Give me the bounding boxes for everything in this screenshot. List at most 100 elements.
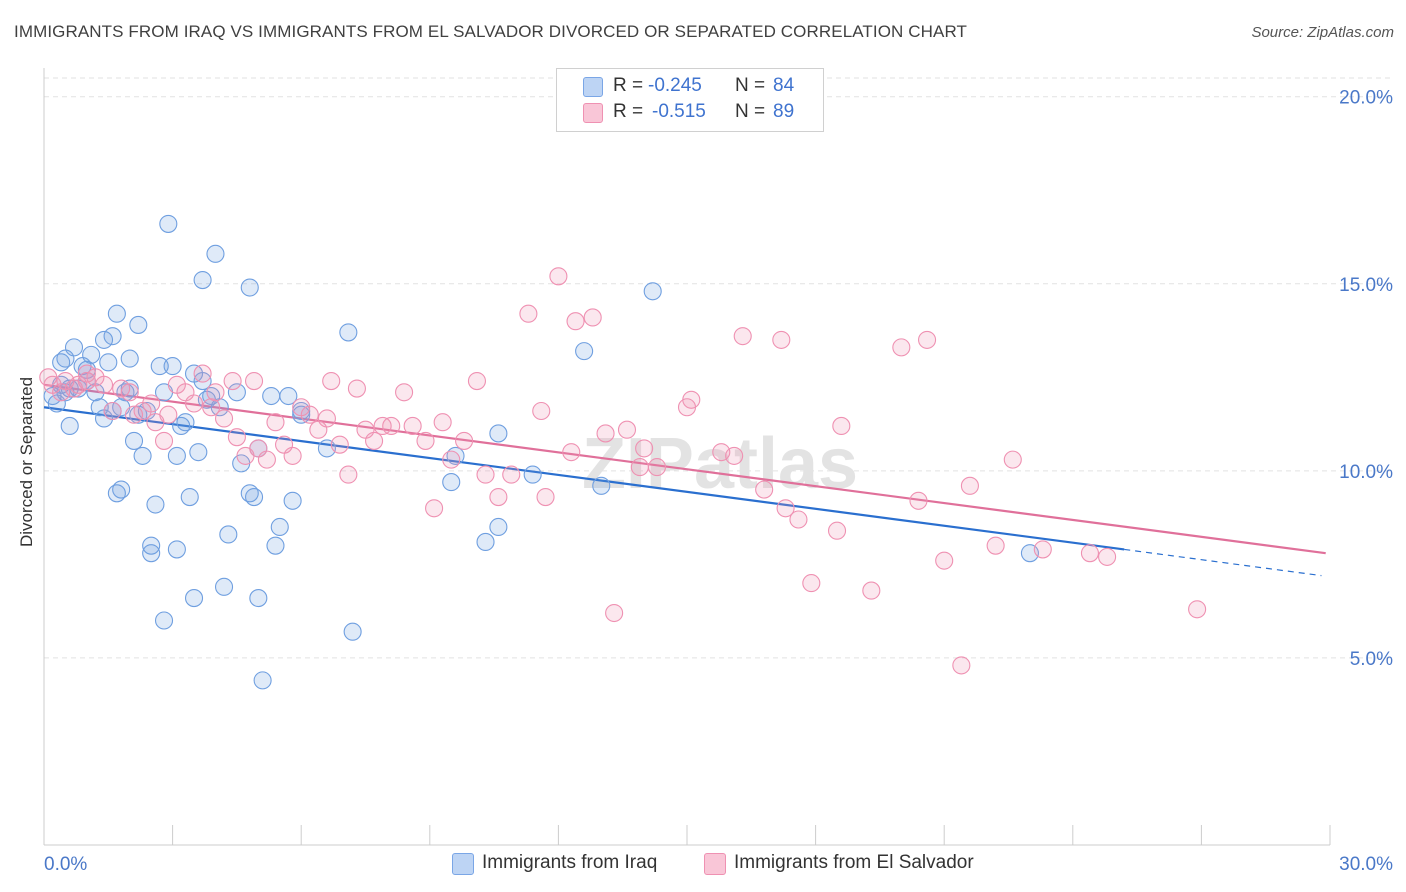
point-iraq [167,540,186,559]
point-iraq [262,386,281,406]
point-salvador [1188,600,1207,619]
data-points [39,214,1207,690]
point-salvador [986,536,1005,555]
point-iraq [103,327,122,346]
point-salvador [94,375,114,394]
point-iraq [339,323,358,342]
point-salvador [317,409,336,428]
point-iraq [489,517,508,537]
point-iraq [129,315,148,334]
point-salvador [395,383,414,402]
point-salvador [416,431,435,450]
point-iraq [107,304,126,323]
point-salvador [425,499,444,518]
point-salvador [909,491,928,510]
point-salvador [647,458,667,477]
legend-swatch-salvador [583,103,603,123]
point-iraq [167,446,186,465]
point-iraq [176,413,195,432]
point-salvador [154,431,174,450]
point-iraq [206,244,225,263]
point-salvador [77,372,96,391]
axes [43,68,1331,846]
point-iraq [159,214,178,233]
point-iraq [244,487,264,507]
point-salvador [206,383,225,402]
point-salvador [519,304,538,323]
point-iraq [575,342,594,361]
point-iraq [124,431,144,450]
point-salvador [776,499,795,518]
y-tick-label: 15.0% [1339,275,1393,296]
legend-n-label: N = [735,75,766,96]
point-iraq [283,491,302,510]
trend-line-iraq [43,406,1125,551]
gridlines [44,77,1390,659]
point-salvador [339,465,358,484]
legend-r-label: R = [613,75,644,96]
point-salvador [77,364,96,383]
point-iraq [592,476,611,495]
point-iraq [64,338,84,357]
point-iraq [279,386,298,406]
point-salvador [403,416,422,436]
bottom-legend-label-iraq: Immigrants from Iraq [482,852,658,873]
point-salvador [347,379,366,398]
x-tick-label: 0.0% [44,854,87,875]
point-salvador [214,409,234,428]
point-salvador [532,401,551,421]
point-iraq [82,345,101,364]
y-tick-label: 20.0% [1339,88,1393,109]
point-salvador [1098,547,1117,566]
point-salvador [257,450,276,469]
point-iraq [133,446,152,465]
point-salvador [489,487,508,507]
point-iraq [154,611,174,630]
bottom-legend-swatch-salvador [704,853,726,875]
point-salvador [635,439,654,458]
point-iraq [142,544,161,563]
point-salvador [455,431,474,450]
trend-line-iraq-extension [1124,548,1322,577]
point-iraq [184,589,204,608]
point-salvador [502,465,521,484]
point-salvador [935,551,954,570]
point-salvador [630,458,649,477]
point-salvador [283,446,302,465]
point-iraq [112,480,131,499]
point-iraq [476,532,495,551]
legend-swatch-iraq [583,77,603,97]
legend-n-label: N = [735,101,766,122]
trend-lines [43,383,1326,577]
point-salvador [266,413,285,432]
point-salvador [862,581,881,600]
point-salvador [103,401,122,421]
point-iraq [270,517,289,537]
legend-n-value: 89 [773,101,795,122]
point-salvador [1003,450,1022,469]
point-salvador [322,372,341,391]
point-salvador [1080,544,1099,563]
point-salvador [382,416,401,436]
legend-r-label: R = [613,101,644,122]
y-axis-title: Divorced or Separated [17,376,36,548]
point-iraq [163,357,182,376]
legend: R = -0.245 N = 84 R = -0.515 N = 89 [556,68,824,132]
point-salvador [142,394,161,413]
point-iraq [253,671,272,690]
point-salvador [330,435,349,454]
point-iraq [442,473,461,492]
point-salvador [617,420,637,439]
point-iraq [249,589,268,608]
point-iraq [120,349,139,368]
point-salvador [536,487,555,507]
point-salvador [112,379,131,398]
point-salvador [1033,540,1052,559]
point-salvador [467,372,487,391]
point-iraq [292,401,311,421]
point-iraq [643,282,662,301]
point-iraq [150,357,169,376]
point-salvador [918,330,937,349]
point-salvador [549,267,568,286]
point-iraq [193,270,212,290]
